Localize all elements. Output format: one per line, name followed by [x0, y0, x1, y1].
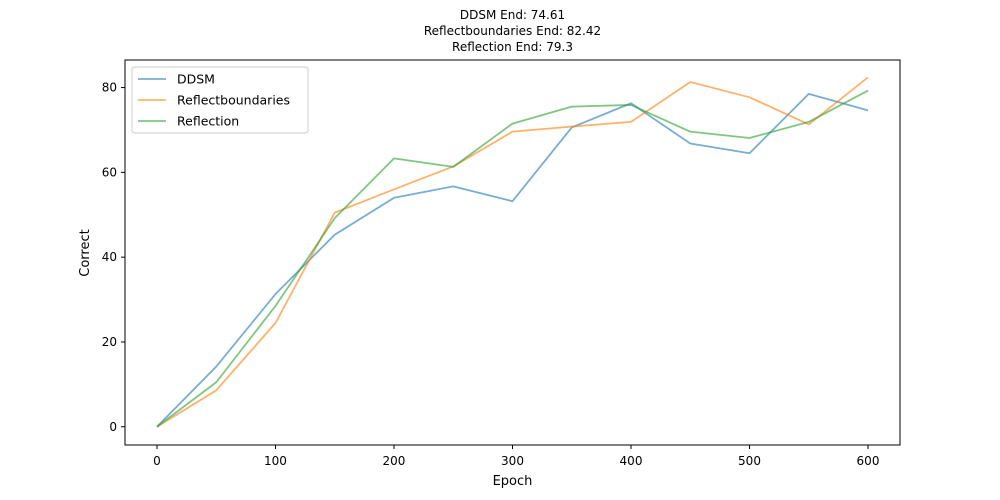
y-axis-label: Correct [78, 229, 93, 276]
legend-label-reflectboundaries: Reflectboundaries [177, 93, 290, 108]
x-tick-label: 100 [264, 454, 287, 468]
x-tick-label: 500 [738, 454, 761, 468]
x-tick-label: 200 [383, 454, 406, 468]
series-line-reflectboundaries [156, 76, 869, 428]
chart-title: DDSM End: 74.61 Reflectboundaries End: 8… [424, 8, 601, 54]
x-tick-label: 0 [153, 454, 161, 468]
series-line-reflection [156, 89, 869, 428]
legend-box [131, 66, 309, 134]
y-axis: 0 20 40 60 80 [102, 81, 125, 434]
y-tick-label: 0 [109, 420, 117, 434]
x-tick-label: 400 [620, 454, 643, 468]
title-line: Reflection End: 79.3 [452, 40, 573, 54]
y-tick-label: 80 [102, 81, 117, 95]
plot-area [156, 76, 869, 428]
x-axis: 0 100 200 300 400 500 600 [153, 445, 879, 468]
legend-label-reflection: Reflection [177, 114, 239, 129]
legend-label-ddsm: DDSM [177, 72, 215, 87]
series-line-ddsm [156, 93, 869, 428]
y-tick-label: 20 [102, 335, 117, 349]
legend: DDSM Reflectboundaries Reflection [131, 66, 309, 134]
y-tick-label: 60 [102, 165, 117, 179]
x-tick-label: 600 [857, 454, 880, 468]
title-line: Reflectboundaries End: 82.42 [424, 24, 601, 38]
x-tick-label: 300 [501, 454, 524, 468]
x-axis-label: Epoch [493, 474, 533, 489]
title-line: DDSM End: 74.61 [460, 8, 565, 22]
legend-items: DDSM Reflectboundaries Reflection [138, 72, 290, 129]
y-tick-label: 40 [102, 250, 117, 264]
